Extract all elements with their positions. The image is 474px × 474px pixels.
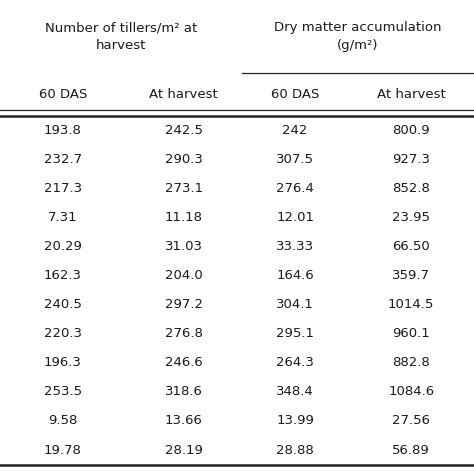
Text: 240.5: 240.5 — [44, 298, 82, 311]
Text: 193.8: 193.8 — [44, 124, 82, 137]
Text: Dry matter accumulation
(g/m²): Dry matter accumulation (g/m²) — [274, 21, 442, 52]
Text: 852.8: 852.8 — [392, 182, 430, 195]
Text: 960.1: 960.1 — [392, 328, 430, 340]
Text: 276.8: 276.8 — [165, 328, 202, 340]
Text: 318.6: 318.6 — [165, 385, 202, 399]
Text: 246.6: 246.6 — [165, 356, 202, 369]
Text: 28.19: 28.19 — [165, 444, 202, 456]
Text: 1084.6: 1084.6 — [388, 385, 434, 399]
Text: 242.5: 242.5 — [164, 124, 203, 137]
Text: 27.56: 27.56 — [392, 414, 430, 428]
Text: 297.2: 297.2 — [164, 298, 203, 311]
Text: 276.4: 276.4 — [276, 182, 314, 195]
Text: 264.3: 264.3 — [276, 356, 314, 369]
Text: 19.78: 19.78 — [44, 444, 82, 456]
Text: 1014.5: 1014.5 — [388, 298, 434, 311]
Text: 164.6: 164.6 — [276, 269, 314, 283]
Text: 196.3: 196.3 — [44, 356, 82, 369]
Text: 348.4: 348.4 — [276, 385, 314, 399]
Text: 60 DAS: 60 DAS — [271, 88, 319, 101]
Text: 13.66: 13.66 — [165, 414, 202, 428]
Text: 162.3: 162.3 — [44, 269, 82, 283]
Text: 927.3: 927.3 — [392, 153, 430, 166]
Text: 882.8: 882.8 — [392, 356, 430, 369]
Text: 28.88: 28.88 — [276, 444, 314, 456]
Text: 23.95: 23.95 — [392, 211, 430, 224]
Text: 9.58: 9.58 — [48, 414, 77, 428]
Text: 13.99: 13.99 — [276, 414, 314, 428]
Text: 304.1: 304.1 — [276, 298, 314, 311]
Text: 217.3: 217.3 — [44, 182, 82, 195]
Text: 295.1: 295.1 — [276, 328, 314, 340]
Text: 11.18: 11.18 — [164, 211, 203, 224]
Text: 56.89: 56.89 — [392, 444, 430, 456]
Text: 20.29: 20.29 — [44, 240, 82, 253]
Text: 12.01: 12.01 — [276, 211, 314, 224]
Text: 232.7: 232.7 — [44, 153, 82, 166]
Text: 359.7: 359.7 — [392, 269, 430, 283]
Text: 33.33: 33.33 — [276, 240, 314, 253]
Text: 273.1: 273.1 — [164, 182, 203, 195]
Text: 66.50: 66.50 — [392, 240, 430, 253]
Text: At harvest: At harvest — [377, 88, 446, 101]
Text: Number of tillers/m² at
harvest: Number of tillers/m² at harvest — [45, 21, 197, 52]
Text: 253.5: 253.5 — [44, 385, 82, 399]
Text: 242: 242 — [283, 124, 308, 137]
Text: 290.3: 290.3 — [165, 153, 202, 166]
Text: 220.3: 220.3 — [44, 328, 82, 340]
Text: 31.03: 31.03 — [164, 240, 203, 253]
Text: 7.31: 7.31 — [48, 211, 78, 224]
Text: At harvest: At harvest — [149, 88, 218, 101]
Text: 800.9: 800.9 — [392, 124, 430, 137]
Text: 60 DAS: 60 DAS — [38, 88, 87, 101]
Text: 204.0: 204.0 — [165, 269, 202, 283]
Text: 307.5: 307.5 — [276, 153, 314, 166]
